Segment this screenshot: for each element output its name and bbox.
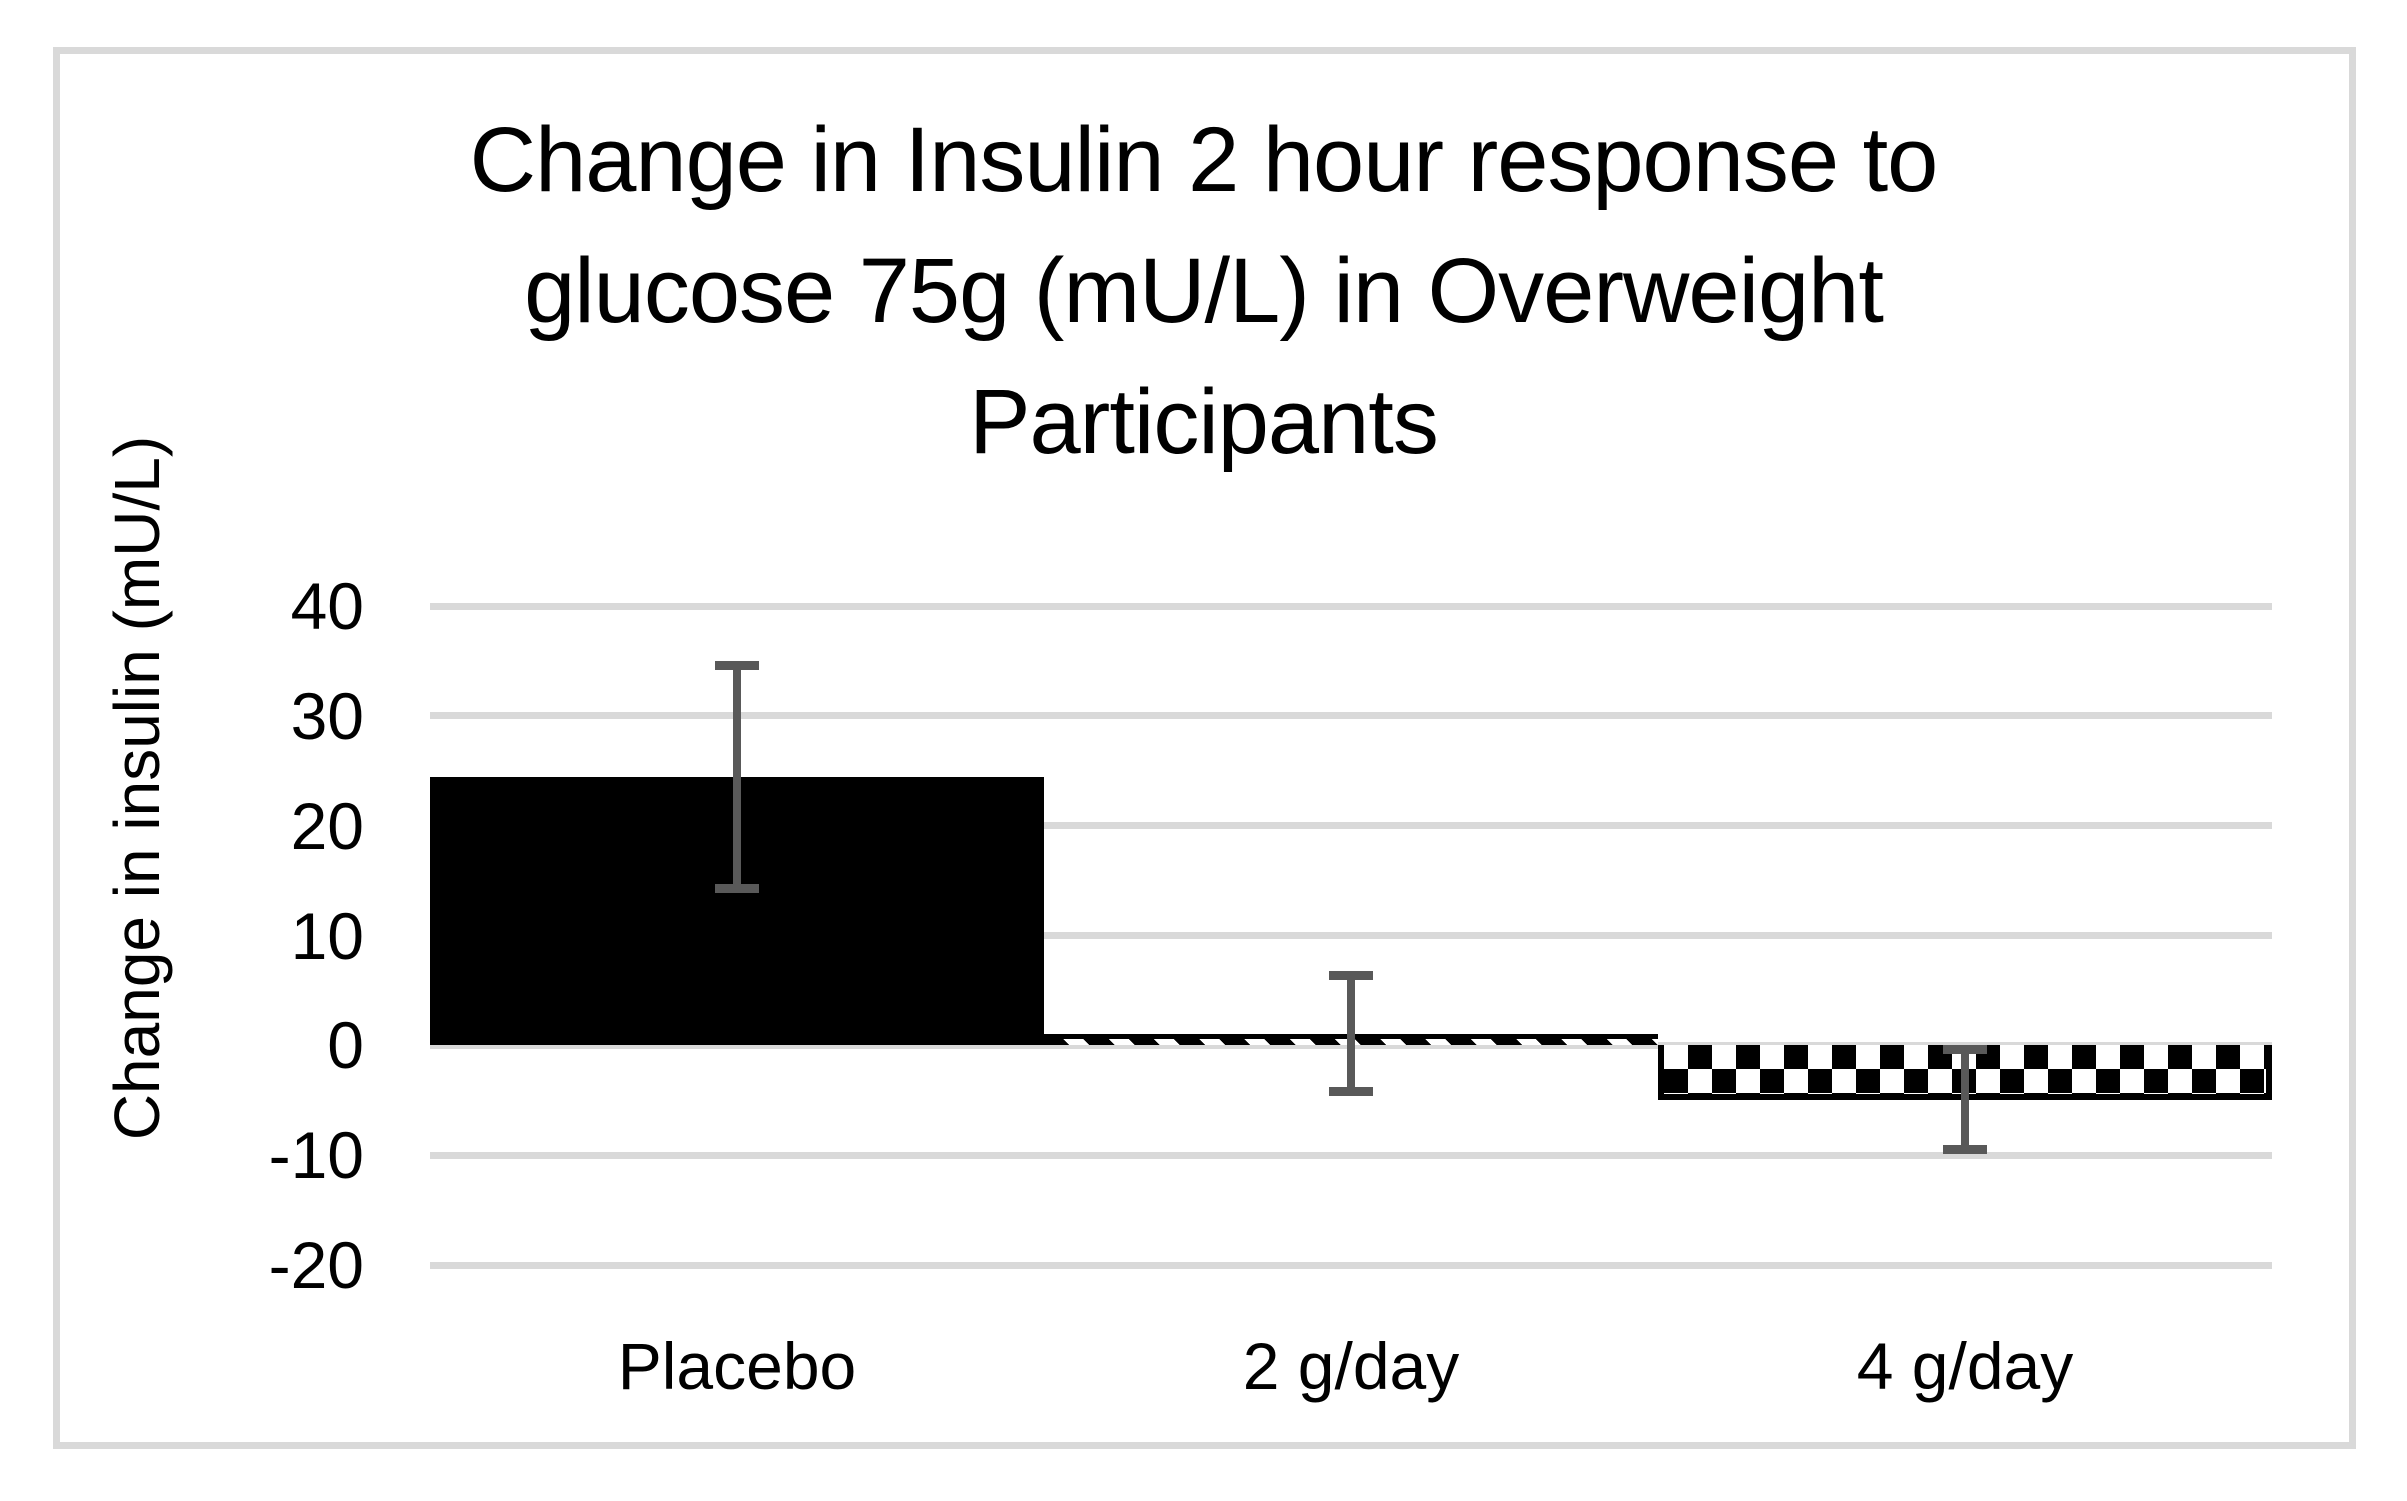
x-category-label-2-g-day: 2 g/day	[1242, 1329, 1460, 1403]
error-bar-cap-top-2-g-day	[1329, 970, 1373, 980]
gridline-20	[430, 822, 2272, 830]
error-bar-cap-bottom-4-g-day	[1943, 1145, 1987, 1155]
error-bar-cap-bottom-2-g-day	[1329, 1086, 1373, 1096]
chart-title: Change in Insulin 2 hour response to gluc…	[0, 95, 2407, 488]
error-bar-line-placebo	[733, 665, 741, 889]
x-category-label-placebo: Placebo	[617, 1329, 857, 1403]
error-bar-cap-bottom-placebo	[715, 883, 759, 893]
y-tick-label-10: 10	[290, 898, 364, 973]
error-bar-line-2-g-day	[1347, 975, 1355, 1092]
y-tick-label-20: 20	[290, 788, 364, 863]
x-category-label-4-g-day: 4 g/day	[1856, 1329, 2074, 1403]
gridline-30	[430, 712, 2272, 720]
y-tick-label--20: -20	[268, 1228, 364, 1302]
error-bar-cap-top-placebo	[715, 660, 759, 670]
y-tick-label-40: 40	[290, 569, 364, 643]
gridline-10	[430, 932, 2272, 939]
chart-title-line-3: Participants	[969, 371, 1439, 473]
y-tick-label-30: 30	[290, 678, 364, 753]
chart-title-line-1: Change in Insulin 2 hour response to	[469, 109, 1939, 211]
error-bar-line-4-g-day	[1961, 1049, 1969, 1150]
y-tick-label--10: -10	[268, 1118, 364, 1193]
chart-title-line-2: glucose 75g (mU/L) in Overweight	[524, 240, 1884, 342]
chart-outer-border	[53, 47, 2356, 1449]
gridline--10	[430, 1151, 2272, 1159]
y-tick-label-0: 0	[327, 1008, 364, 1083]
gridline--20	[430, 1261, 2272, 1269]
error-bar-cap-top-4-g-day	[1943, 1045, 1987, 1055]
gridline-40	[430, 602, 2272, 610]
